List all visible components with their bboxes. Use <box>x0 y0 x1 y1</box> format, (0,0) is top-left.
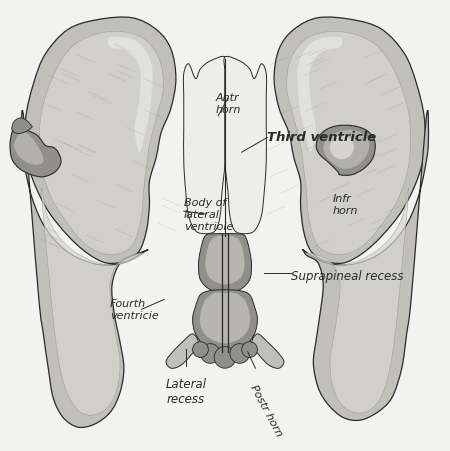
Text: Body of
lateral
ventriole: Body of lateral ventriole <box>184 198 233 231</box>
Text: Antr
horn: Antr horn <box>215 93 241 115</box>
PathPatch shape <box>12 118 32 133</box>
PathPatch shape <box>184 56 226 234</box>
Circle shape <box>230 344 250 364</box>
Circle shape <box>193 342 208 357</box>
PathPatch shape <box>10 126 61 177</box>
PathPatch shape <box>224 56 266 234</box>
Circle shape <box>242 342 257 357</box>
Text: Suprapineal recess: Suprapineal recess <box>291 270 403 283</box>
Text: Lateral
recess: Lateral recess <box>165 378 206 406</box>
PathPatch shape <box>166 334 198 368</box>
PathPatch shape <box>200 292 250 344</box>
Text: Postr horn: Postr horn <box>248 383 284 438</box>
Circle shape <box>330 135 354 159</box>
Circle shape <box>214 347 236 368</box>
PathPatch shape <box>198 234 252 293</box>
PathPatch shape <box>297 37 342 152</box>
Text: Third ventricle: Third ventricle <box>267 131 377 143</box>
PathPatch shape <box>287 32 411 254</box>
PathPatch shape <box>25 17 176 263</box>
PathPatch shape <box>41 188 144 415</box>
PathPatch shape <box>22 110 148 428</box>
PathPatch shape <box>302 110 428 420</box>
Text: Fourth
ventricie: Fourth ventricie <box>110 299 159 321</box>
PathPatch shape <box>306 188 409 413</box>
PathPatch shape <box>193 290 257 351</box>
PathPatch shape <box>252 334 284 368</box>
PathPatch shape <box>205 235 245 285</box>
Text: Infr
horn: Infr horn <box>333 194 358 216</box>
PathPatch shape <box>108 37 153 152</box>
PathPatch shape <box>323 129 369 169</box>
PathPatch shape <box>274 17 425 263</box>
PathPatch shape <box>39 32 163 254</box>
PathPatch shape <box>316 125 375 175</box>
Circle shape <box>200 344 220 364</box>
PathPatch shape <box>14 133 44 165</box>
